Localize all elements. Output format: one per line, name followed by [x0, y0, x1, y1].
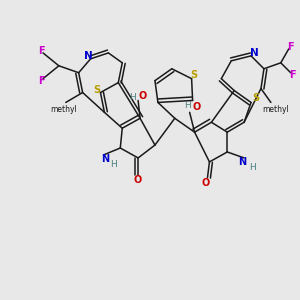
Text: F: F [287, 42, 294, 52]
Text: H: H [249, 163, 255, 172]
Text: F: F [38, 76, 44, 85]
Text: H: H [129, 93, 136, 102]
Text: H: H [110, 160, 117, 169]
Text: methyl: methyl [50, 105, 77, 114]
Text: O: O [134, 175, 142, 185]
Text: F: F [290, 70, 296, 80]
Text: S: S [93, 85, 100, 94]
Text: S: S [190, 70, 197, 80]
Text: S: S [252, 94, 260, 103]
Text: N: N [250, 48, 258, 58]
Text: N: N [84, 51, 93, 61]
Text: O: O [192, 102, 201, 112]
Text: O: O [139, 91, 147, 100]
Text: N: N [238, 157, 246, 167]
Text: N: N [101, 154, 110, 164]
Text: H: H [184, 101, 191, 110]
Text: F: F [38, 46, 44, 56]
Text: methyl: methyl [262, 105, 289, 114]
Text: O: O [201, 178, 210, 188]
